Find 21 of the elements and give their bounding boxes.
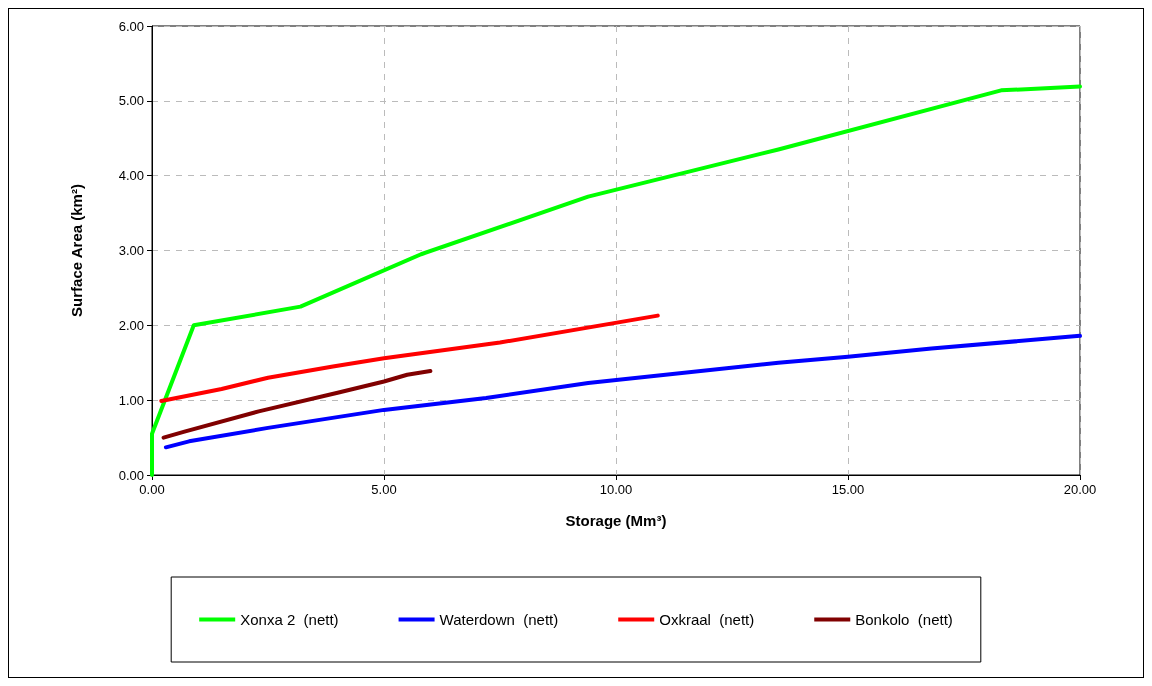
y-axis-title: Surface Area (km²) xyxy=(68,184,85,317)
line-series xyxy=(159,313,660,403)
legend-label: Oxkraal (nett) xyxy=(659,611,755,628)
y-tick-label: 5.00 xyxy=(118,93,144,109)
x-tick-label: 5.00 xyxy=(371,482,397,497)
line-series xyxy=(163,333,1082,450)
x-axis-title: Storage (Mm³) xyxy=(565,512,667,529)
x-tick-label: 10.00 xyxy=(599,482,633,497)
legend-label: Xonxa 2 (nett) xyxy=(240,611,339,628)
line-series xyxy=(161,368,433,440)
y-tick-label: 6.00 xyxy=(118,18,144,34)
y-tick-label: 2.00 xyxy=(118,317,144,333)
y-tick-label: 0.00 xyxy=(118,467,144,483)
legend-label: Waterdown (nett) xyxy=(439,611,559,628)
x-tick-label: 0.00 xyxy=(139,482,165,497)
y-tick-label: 3.00 xyxy=(118,243,144,258)
x-tick-label: 15.00 xyxy=(831,482,865,497)
legend-label: Bonkolo (nett) xyxy=(855,611,953,628)
y-tick-label: 1.00 xyxy=(118,392,144,408)
x-tick-label: 20.00 xyxy=(1063,482,1097,497)
y-tick-label: 4.00 xyxy=(118,168,144,184)
